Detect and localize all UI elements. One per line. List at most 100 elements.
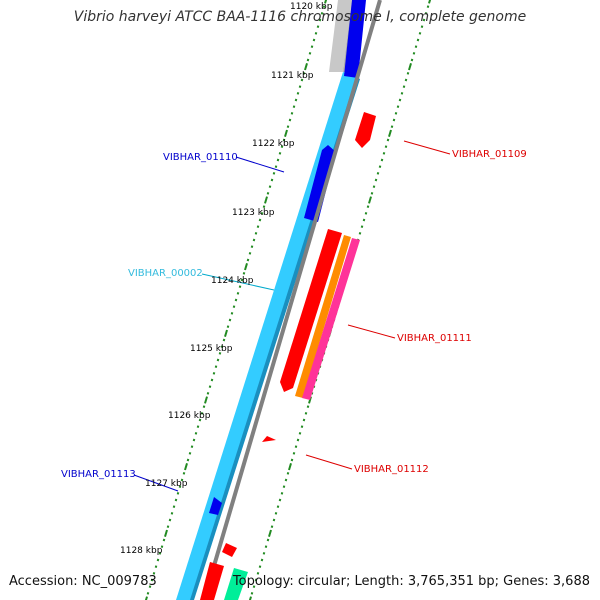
minor-tick [288,118,292,122]
minor-tick [256,225,260,229]
minor-tick [168,518,172,522]
kbp-label: 1121 kbp [271,71,314,81]
callout-line-01113 [133,474,179,492]
minor-tick [200,411,204,415]
minor-tick [226,325,230,329]
minor-tick [292,451,296,455]
minor-tick [274,165,278,169]
minor-tick [150,578,154,582]
minor-tick [298,85,302,89]
minor-tick [400,91,404,95]
minor-tick [188,451,192,455]
minor-tick [260,558,264,562]
minor-tick [172,505,176,509]
minor-tick [218,351,222,355]
minor-tick [318,18,322,22]
minor-tick [198,418,202,422]
blue-gene-vibhar-01110 [304,145,336,222]
minor-tick [396,105,400,109]
minor-tick [262,551,266,555]
kbp-label: 1124 kbp [211,276,254,286]
blue-gene-top [344,0,366,78]
minor-tick [304,411,308,415]
minor-tick [410,58,414,62]
minor-tick [266,538,270,542]
minor-tick [370,191,374,195]
gene-label-vibhar-01110[interactable]: VIBHAR_01110 [163,152,238,163]
callout-line-01111 [347,324,396,339]
minor-tick [202,405,206,409]
minor-tick [290,111,294,115]
major-tick [388,129,392,137]
minor-tick [360,225,364,229]
minor-tick [236,291,240,295]
minor-tick [294,445,298,449]
minor-tick [254,231,258,235]
kbp-label: 1125 kbp [190,344,233,354]
minor-tick [256,571,260,575]
gene-label-vibhar-01113[interactable]: VIBHAR_01113 [61,469,136,480]
accession-text: Accession: NC_009783 [9,574,157,589]
minor-tick [212,371,216,375]
backbone-line [202,0,382,600]
minor-tick [274,511,278,515]
minor-tick [210,378,214,382]
minor-tick [380,158,384,162]
minor-tick [156,558,160,562]
kbp-label: 1120 kbp [290,2,333,12]
minor-tick [426,5,430,9]
minor-tick [270,525,274,529]
red-gene-bottom [200,562,224,600]
major-tick [284,129,288,137]
minor-tick [406,71,410,75]
minor-tick [384,145,388,149]
minor-tick [254,578,258,582]
minor-tick [298,431,302,435]
minor-tick [176,491,180,495]
minor-tick [190,445,194,449]
minor-tick [310,45,314,49]
minor-tick [280,145,284,149]
minor-tick [308,51,312,55]
minor-tick [152,571,156,575]
minor-tick [276,505,280,509]
gene-label-vibhar-00002[interactable]: VIBHAR_00002 [128,268,203,279]
minor-tick [248,251,252,255]
minor-tick [296,438,300,442]
minor-tick [402,85,406,89]
major-tick [204,396,208,404]
gray-gene-segment [329,0,352,72]
major-tick [224,329,228,337]
minor-tick [174,498,178,502]
minor-tick [250,245,254,249]
minor-tick [238,285,242,289]
minor-tick [208,385,212,389]
kbp-label: 1128 kbp [120,546,163,556]
minor-tick [266,191,270,195]
minor-tick [358,231,362,235]
major-tick [428,0,432,4]
gene-label-vibhar-01112[interactable]: VIBHAR_01112 [354,464,429,475]
minor-tick [276,158,280,162]
callout-line-01110 [235,156,285,173]
minor-tick [296,91,300,95]
minor-tick [214,365,218,369]
gene-label-vibhar-01111[interactable]: VIBHAR_01111 [397,333,472,344]
minor-tick [322,5,326,9]
minor-tick [306,405,310,409]
minor-tick [182,471,186,475]
blue-gene-vibhar-01113 [209,497,222,515]
minor-tick [286,471,290,475]
minor-tick [284,478,288,482]
minor-tick [362,218,366,222]
minor-tick [234,298,238,302]
kbp-label: 1123 kbp [232,208,275,218]
minor-tick [240,278,244,282]
major-tick [184,463,188,471]
gene-label-vibhar-01109[interactable]: VIBHAR_01109 [452,149,527,160]
minor-tick [192,438,196,442]
minor-tick [420,25,424,29]
minor-tick [258,565,262,569]
minor-tick [302,418,306,422]
minor-tick [300,425,304,429]
